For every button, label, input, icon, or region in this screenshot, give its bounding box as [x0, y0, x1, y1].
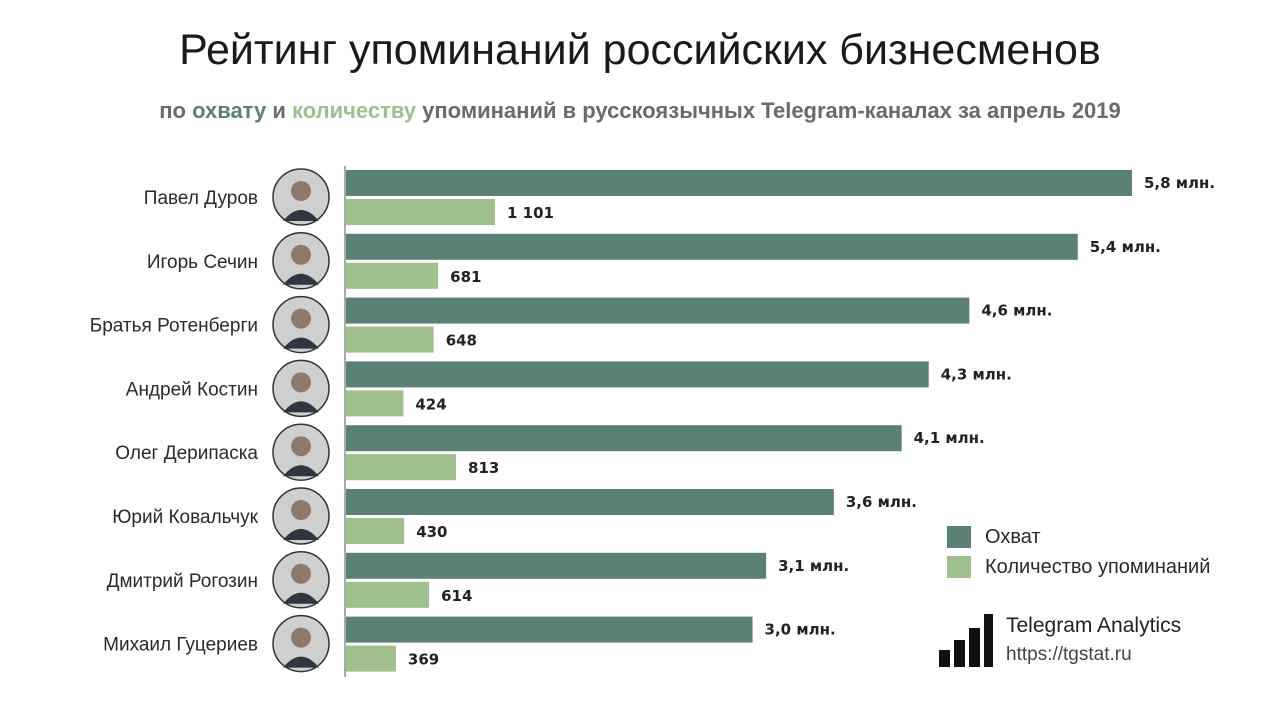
reach-value-label: 3,1 млн. [778, 557, 849, 575]
reach-bar [346, 616, 753, 643]
subtitle-part3: упоминаний в русскоязычных Telegram-кана… [416, 98, 1121, 123]
reach-bar [346, 233, 1078, 260]
reach-value-label: 5,4 млн. [1090, 238, 1161, 256]
count-bar [346, 326, 434, 353]
count-value-label: 369 [408, 651, 439, 669]
reach-value-label: 4,6 млн. [981, 302, 1052, 320]
category-label: Павел Дуров [144, 188, 258, 209]
avatar [272, 359, 330, 418]
count-bar [346, 199, 495, 225]
avatar [272, 232, 330, 290]
avatar [272, 295, 330, 354]
category-label: Юрий Ковальчук [112, 507, 258, 528]
subtitle-part1: по [159, 98, 193, 123]
count-value-label: 430 [416, 523, 447, 541]
legend-label-reach: Охват [985, 525, 1041, 548]
count-bar [346, 581, 430, 608]
avatar [272, 614, 330, 673]
reach-bar [346, 361, 929, 388]
subtitle-reach-word: охвату [192, 98, 267, 123]
bar-chart-logo-icon [939, 614, 993, 667]
legend-swatch-reach [947, 526, 971, 548]
reach-value-label: 4,1 млн. [914, 429, 985, 447]
reach-value-label: 3,0 млн. [765, 621, 836, 639]
reach-value-label: 4,3 млн. [941, 365, 1012, 383]
legend-label-count: Количество упоминаний [985, 555, 1211, 578]
count-bar [346, 645, 396, 672]
count-bar [346, 518, 405, 544]
legend-item-count: Количество упоминаний [947, 552, 1210, 582]
subtitle-count-word: количеству [291, 98, 417, 123]
avatar [272, 168, 330, 226]
reach-bar [346, 170, 1132, 196]
count-value-label: 614 [441, 587, 472, 605]
chart-subtitle: по охвату и количеству упоминаний в русс… [0, 98, 1280, 124]
count-bar [346, 390, 404, 417]
reach-value-label: 3,6 млн. [846, 493, 917, 511]
category-label: Братья Ротенберги [90, 316, 258, 337]
count-value-label: 1 101 [507, 204, 554, 222]
brand-name: Telegram Analytics [1006, 614, 1182, 637]
reach-bar [346, 297, 970, 324]
count-value-label: 648 [446, 332, 477, 350]
count-value-label: 681 [450, 268, 481, 286]
chart-title: Рейтинг упоминаний российских бизнесмено… [179, 26, 1101, 74]
category-label: Андрей Костин [126, 379, 258, 400]
reach-bar [346, 552, 767, 579]
reach-value-label: 5,8 млн. [1144, 174, 1215, 192]
count-bar [346, 454, 457, 481]
reach-bar [346, 425, 902, 452]
category-label: Олег Дерипаска [115, 443, 258, 464]
count-value-label: 813 [468, 459, 499, 477]
legend-swatch-count [947, 556, 971, 578]
category-label: Игорь Сечин [147, 252, 258, 273]
chart-legend: Охват Количество упоминаний [947, 522, 1210, 582]
count-bar [346, 262, 439, 289]
legend-item-reach: Охват [947, 522, 1210, 552]
brand-url[interactable]: https://tgstat.ru [1006, 644, 1132, 665]
category-label: Михаил Гуцериев [103, 635, 258, 656]
brand-block: Telegram Analytics https://tgstat.ru [938, 612, 1181, 668]
category-label: Дмитрий Рогозин [107, 571, 258, 592]
count-value-label: 424 [415, 395, 446, 413]
reach-bar [346, 489, 834, 515]
subtitle-part2: и [266, 98, 292, 123]
avatar [272, 423, 330, 481]
avatar [272, 487, 330, 545]
avatar [272, 551, 330, 609]
